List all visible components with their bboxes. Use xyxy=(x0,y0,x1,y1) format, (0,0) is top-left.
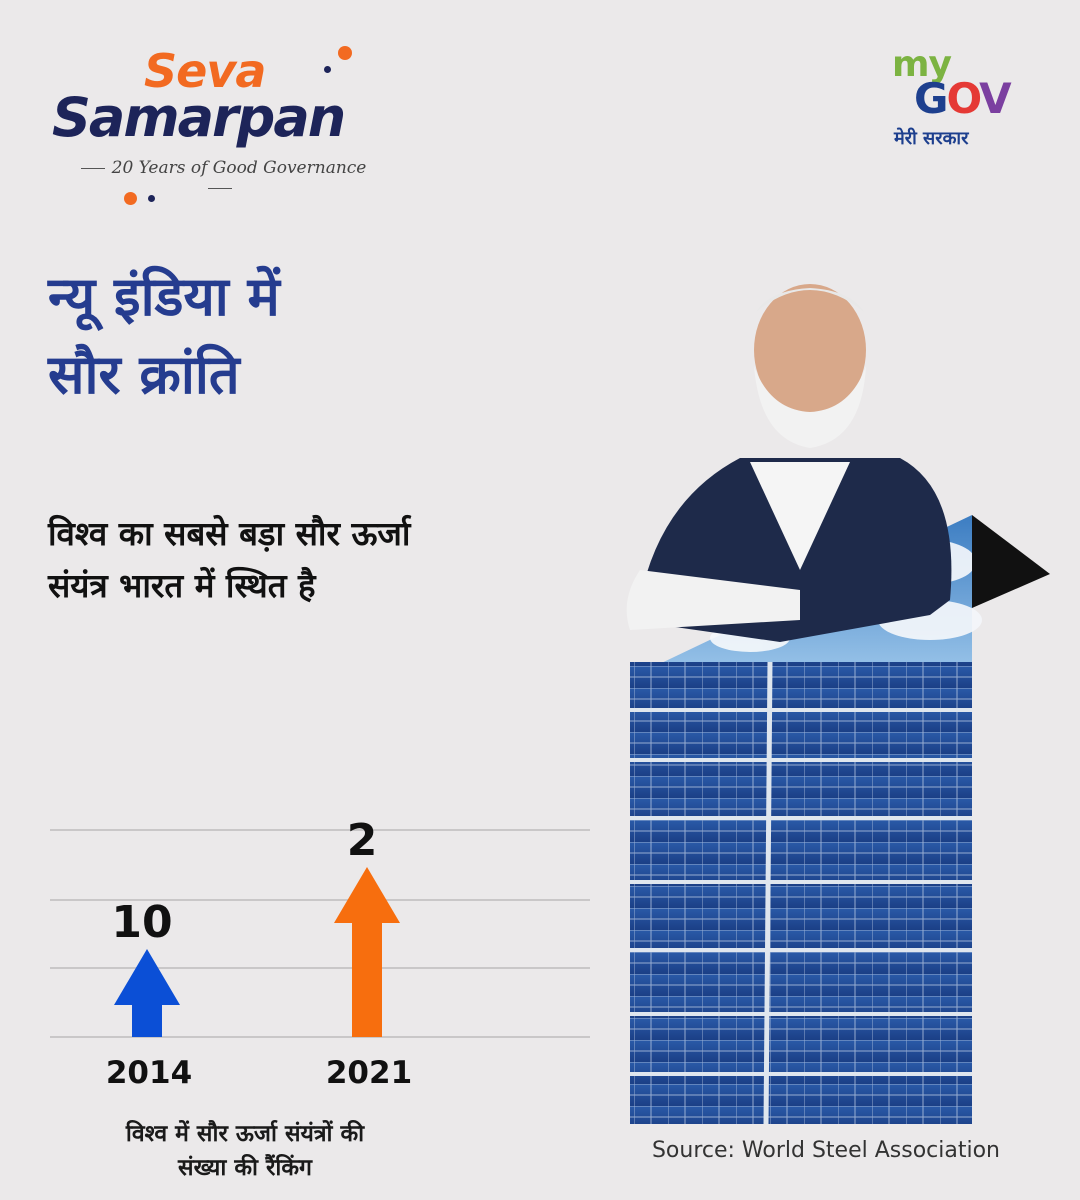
logo-seva-text: Seva xyxy=(144,44,266,98)
logo-dot-navy-bottom xyxy=(148,195,155,202)
chart-bars xyxy=(114,867,400,1037)
chart-caption-line-1: विश्व में सौर ऊर्जा संयंत्रों की xyxy=(125,1121,365,1147)
person-figure xyxy=(626,284,952,642)
logo-dot-navy xyxy=(324,66,331,73)
mygov-my-text: my xyxy=(892,44,952,85)
mygov-gov-letter: O xyxy=(946,74,981,123)
solar-panel-field xyxy=(630,662,972,1124)
chart-caption-line-2: संख्या की रैंकिंग xyxy=(178,1155,312,1181)
play-triangle xyxy=(972,515,1050,608)
chart-category-labels: 2014 2021 xyxy=(106,1055,412,1091)
category-label-2021: 2021 xyxy=(326,1055,412,1091)
chart-caption: विश्व में सौर ऊर्जा संयंत्रों की संख्या … xyxy=(60,1117,430,1185)
mygov-gov-letter: V xyxy=(979,74,1011,123)
category-label-2014: 2014 xyxy=(106,1055,192,1091)
logo-samarpan-text: Samarpan xyxy=(52,86,346,149)
panel-center-gap xyxy=(763,661,773,1125)
mygov-subtitle: मेरी सरकार xyxy=(894,128,969,149)
title-line-2: सौर क्रांति xyxy=(48,343,240,406)
logo-tagline: 20 Years of Good Governance xyxy=(60,158,380,198)
logo-dot-orange-bottom xyxy=(124,192,137,205)
logo-dot-orange xyxy=(338,46,352,60)
bar-arrow-2021 xyxy=(334,867,400,1037)
page-title: न्यू इंडिया में सौर क्रांति xyxy=(48,258,568,414)
ranking-chart: 10 2 2014 2021 xyxy=(50,815,590,1091)
value-label-2014: 10 xyxy=(111,897,172,948)
seva-samarpan-logo: Seva Samarpan 20 Years of Good Governanc… xyxy=(52,40,392,210)
mygov-logo: my GOV मेरी सरकार xyxy=(892,44,1032,150)
source-note: Source: World Steel Association xyxy=(651,1138,1000,1163)
solar-panels-photo xyxy=(626,284,1050,1125)
subtitle-line-1: विश्व का सबसे बड़ा सौर ऊर्जा xyxy=(48,514,411,553)
panel-row-gaps xyxy=(630,708,972,1076)
mygov-gov-text: GOV xyxy=(914,74,1012,123)
subtitle-line-2: संयंत्र भारत में स्थित है xyxy=(48,566,316,605)
mygov-gov-letter: G xyxy=(914,74,949,123)
chart-value-labels: 10 2 xyxy=(111,815,377,948)
page-subtitle: विश्व का सबसे बड़ा सौर ऊर्जा संयंत्र भार… xyxy=(48,508,568,612)
bar-arrow-2014 xyxy=(114,949,180,1037)
title-line-1: न्यू इंडिया में xyxy=(48,265,280,328)
value-label-2021: 2 xyxy=(347,815,378,866)
